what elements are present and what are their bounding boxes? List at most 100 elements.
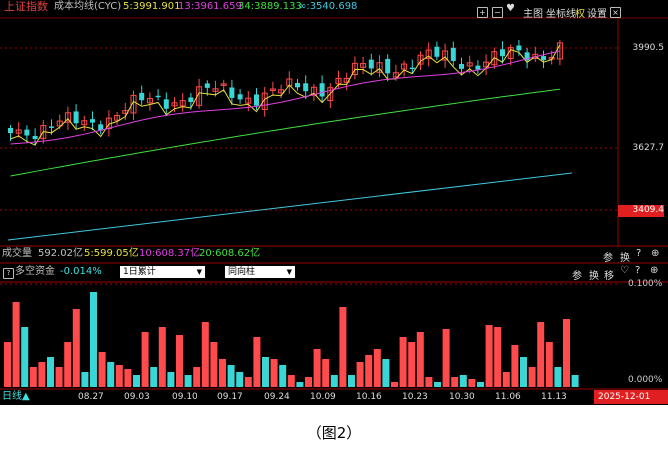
dropdown-arrow-icon: ▼ (196, 268, 202, 276)
help-icon[interactable]: ? (3, 268, 14, 279)
date-label: 11.06 (495, 392, 521, 402)
candle-body (146, 97, 153, 104)
bar-style-select[interactable]: 同向柱 ▼ (225, 266, 295, 278)
heart-icon[interactable]: ♥ (506, 3, 515, 14)
indicator-name[interactable]: 成本均线(CYC) (54, 1, 122, 12)
fund-bar (201, 322, 209, 387)
volume-ma5: 5:599.05亿 (84, 248, 139, 259)
fund-bar (391, 382, 398, 387)
fund-bar (270, 359, 278, 387)
candle-body (64, 112, 71, 123)
candle-body (81, 120, 88, 126)
fund-bar (330, 375, 338, 387)
rights-button[interactable]: 权 (575, 9, 585, 20)
candle-body (254, 94, 259, 106)
candle-body (556, 42, 563, 60)
fund-bar (571, 375, 579, 387)
fund-bar (107, 362, 115, 387)
fund-bar (64, 342, 72, 387)
fund-bar (210, 342, 218, 387)
fund-bar (434, 382, 441, 387)
candle-body (319, 83, 325, 97)
candle-body (171, 102, 178, 107)
fund-bar (29, 367, 37, 387)
candle-body (376, 62, 383, 73)
candle-body (491, 51, 498, 66)
period-button[interactable]: 日线▲ (2, 391, 30, 402)
fund-bar (279, 365, 287, 387)
ma13-value: 13:3961.659 (178, 1, 242, 12)
fund-bar (90, 292, 97, 387)
fund-move-button[interactable]: 移 (604, 271, 614, 282)
fund-bar (373, 349, 381, 387)
candle-body (500, 49, 505, 57)
zoom-icon[interactable]: ⊕ (650, 265, 659, 276)
fund-switch-button[interactable]: 换 (589, 271, 599, 282)
fund-bar (227, 365, 235, 387)
candle-body (278, 89, 285, 94)
candle-body (237, 94, 243, 100)
current-date: 2025-12-01 (598, 392, 651, 402)
candle-body (155, 95, 161, 98)
candle-body (310, 86, 317, 96)
fund-axis-top: 0.100% (628, 279, 663, 289)
accumulate-select-value: 1日累计 (123, 267, 156, 277)
fund-label[interactable]: 多空资金 (15, 266, 55, 277)
candle-body (188, 97, 194, 103)
volume-switch-button[interactable]: 换 (620, 253, 630, 264)
fund-bar (356, 362, 364, 387)
fund-bar (442, 329, 450, 387)
fund-params-button[interactable]: 参 (572, 271, 582, 282)
fund-bar (313, 349, 321, 387)
fund-bar (468, 379, 476, 387)
candle-body (261, 92, 268, 110)
fund-bar (382, 359, 390, 387)
index-name[interactable]: 上证指数 (4, 0, 48, 13)
fund-bar (193, 367, 201, 387)
fund-bar (545, 342, 553, 387)
volume-params-button[interactable]: 参 (603, 253, 613, 264)
help-icon[interactable]: ? (636, 248, 642, 259)
chart-canvas (0, 17, 668, 390)
fund-bar (98, 352, 106, 387)
plus-icon[interactable]: + (477, 7, 488, 18)
candle-body (229, 87, 235, 98)
fund-bar (176, 335, 183, 387)
fund-bar (477, 382, 484, 387)
fund-bar (563, 319, 570, 387)
accumulate-select[interactable]: 1日累计 ▼ (120, 266, 205, 278)
fund-bar (287, 375, 295, 387)
fund-bar (262, 357, 269, 387)
candle-body (475, 65, 481, 70)
fund-bar (141, 332, 149, 387)
fund-bar (322, 359, 330, 387)
fund-bar (219, 359, 226, 387)
fund-bar (253, 337, 261, 387)
volume-ma10: 10:608.37亿 (139, 248, 201, 259)
fund-axis-bottom: 0.000% (628, 375, 663, 385)
volume-label[interactable]: 成交量 (2, 248, 32, 259)
fund-bar (520, 357, 527, 387)
fund-bar (554, 367, 562, 387)
close-icon[interactable]: × (610, 7, 621, 18)
candle-body (90, 119, 95, 123)
help-icon[interactable]: ? (635, 265, 641, 276)
candle-body (360, 63, 367, 68)
minus-icon[interactable]: − (492, 7, 503, 18)
fund-bar (167, 372, 175, 387)
ma13-line (10, 50, 561, 145)
date-label: 09.03 (124, 392, 150, 402)
price-label-mid: 3627.7 (632, 143, 665, 153)
coordinate-line-button[interactable]: 坐标线 (546, 9, 576, 20)
main-chart-button[interactable]: 主图 (523, 9, 543, 20)
ma34-value: 34:3889.133 (238, 1, 302, 12)
price-label-top: 3990.5 (632, 43, 665, 53)
candle-body (130, 94, 137, 114)
zoom-icon[interactable]: ⊕ (651, 248, 660, 259)
fund-bar (133, 375, 140, 387)
date-label: 11.13 (541, 392, 567, 402)
settings-button[interactable]: 设置 (587, 9, 607, 20)
candle-body (56, 120, 63, 127)
heart-icon[interactable]: ♡ (620, 265, 629, 276)
fund-bar (528, 367, 536, 387)
